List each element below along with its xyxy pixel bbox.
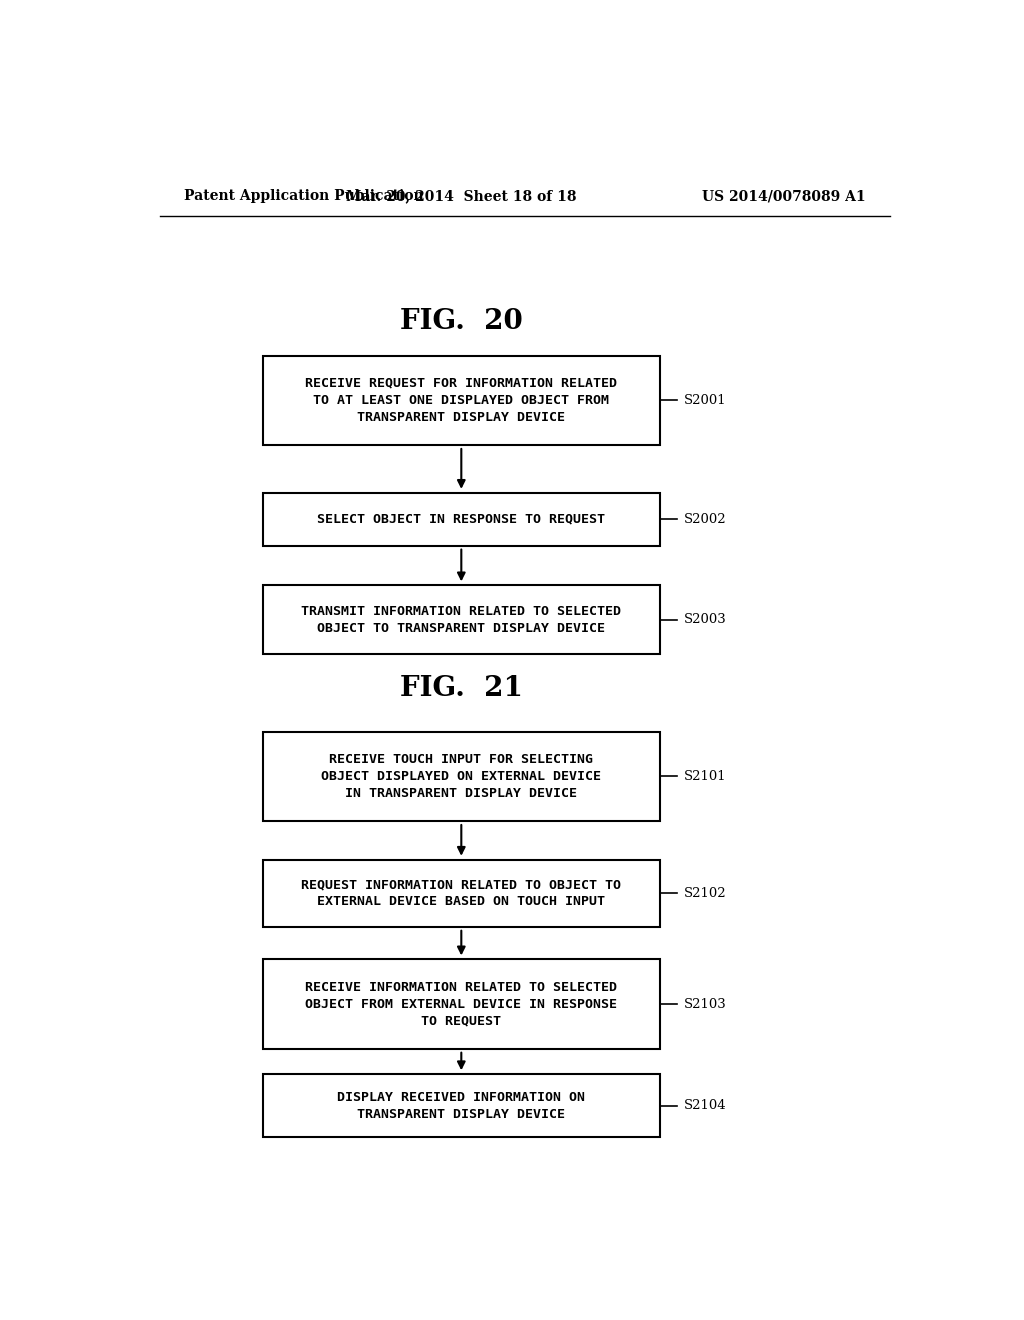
- Text: Mar. 20, 2014  Sheet 18 of 18: Mar. 20, 2014 Sheet 18 of 18: [346, 189, 577, 203]
- Text: S2104: S2104: [684, 1100, 726, 1113]
- Bar: [263, 960, 659, 1049]
- Text: S2101: S2101: [684, 770, 726, 783]
- Bar: [263, 859, 659, 927]
- Bar: [263, 1074, 659, 1138]
- Text: S2003: S2003: [684, 614, 726, 627]
- Text: Patent Application Publication: Patent Application Publication: [183, 189, 423, 203]
- Text: TRANSMIT INFORMATION RELATED TO SELECTED
OBJECT TO TRANSPARENT DISPLAY DEVICE: TRANSMIT INFORMATION RELATED TO SELECTED…: [301, 605, 622, 635]
- Text: S2001: S2001: [684, 393, 726, 407]
- Text: S2103: S2103: [684, 998, 726, 1011]
- Text: DISPLAY RECEIVED INFORMATION ON
TRANSPARENT DISPLAY DEVICE: DISPLAY RECEIVED INFORMATION ON TRANSPAR…: [337, 1090, 586, 1121]
- Bar: [263, 355, 659, 445]
- Text: S2002: S2002: [684, 512, 726, 525]
- Text: RECEIVE TOUCH INPUT FOR SELECTING
OBJECT DISPLAYED ON EXTERNAL DEVICE
IN TRANSPA: RECEIVE TOUCH INPUT FOR SELECTING OBJECT…: [322, 752, 601, 800]
- Text: FIG.  21: FIG. 21: [400, 676, 522, 702]
- Bar: [263, 492, 659, 545]
- Text: REQUEST INFORMATION RELATED TO OBJECT TO
EXTERNAL DEVICE BASED ON TOUCH INPUT: REQUEST INFORMATION RELATED TO OBJECT TO…: [301, 878, 622, 908]
- Text: S2102: S2102: [684, 887, 726, 900]
- Bar: [263, 585, 659, 655]
- Text: RECEIVE REQUEST FOR INFORMATION RELATED
TO AT LEAST ONE DISPLAYED OBJECT FROM
TR: RECEIVE REQUEST FOR INFORMATION RELATED …: [305, 376, 617, 424]
- Text: US 2014/0078089 A1: US 2014/0078089 A1: [702, 189, 866, 203]
- Text: RECEIVE INFORMATION RELATED TO SELECTED
OBJECT FROM EXTERNAL DEVICE IN RESPONSE
: RECEIVE INFORMATION RELATED TO SELECTED …: [305, 981, 617, 1027]
- Text: SELECT OBJECT IN RESPONSE TO REQUEST: SELECT OBJECT IN RESPONSE TO REQUEST: [317, 512, 605, 525]
- Text: FIG.  20: FIG. 20: [400, 308, 522, 334]
- Bar: [263, 731, 659, 821]
